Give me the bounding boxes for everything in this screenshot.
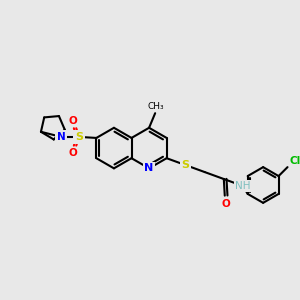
Text: O: O bbox=[69, 148, 78, 158]
Text: CH₃: CH₃ bbox=[148, 102, 164, 111]
Text: N: N bbox=[144, 163, 154, 173]
Text: O: O bbox=[69, 116, 78, 126]
Text: NH: NH bbox=[235, 181, 250, 191]
Text: N: N bbox=[57, 132, 66, 142]
Text: Cl: Cl bbox=[290, 156, 300, 166]
Text: O: O bbox=[221, 199, 230, 208]
Text: S: S bbox=[182, 160, 190, 170]
Text: S: S bbox=[75, 132, 83, 142]
